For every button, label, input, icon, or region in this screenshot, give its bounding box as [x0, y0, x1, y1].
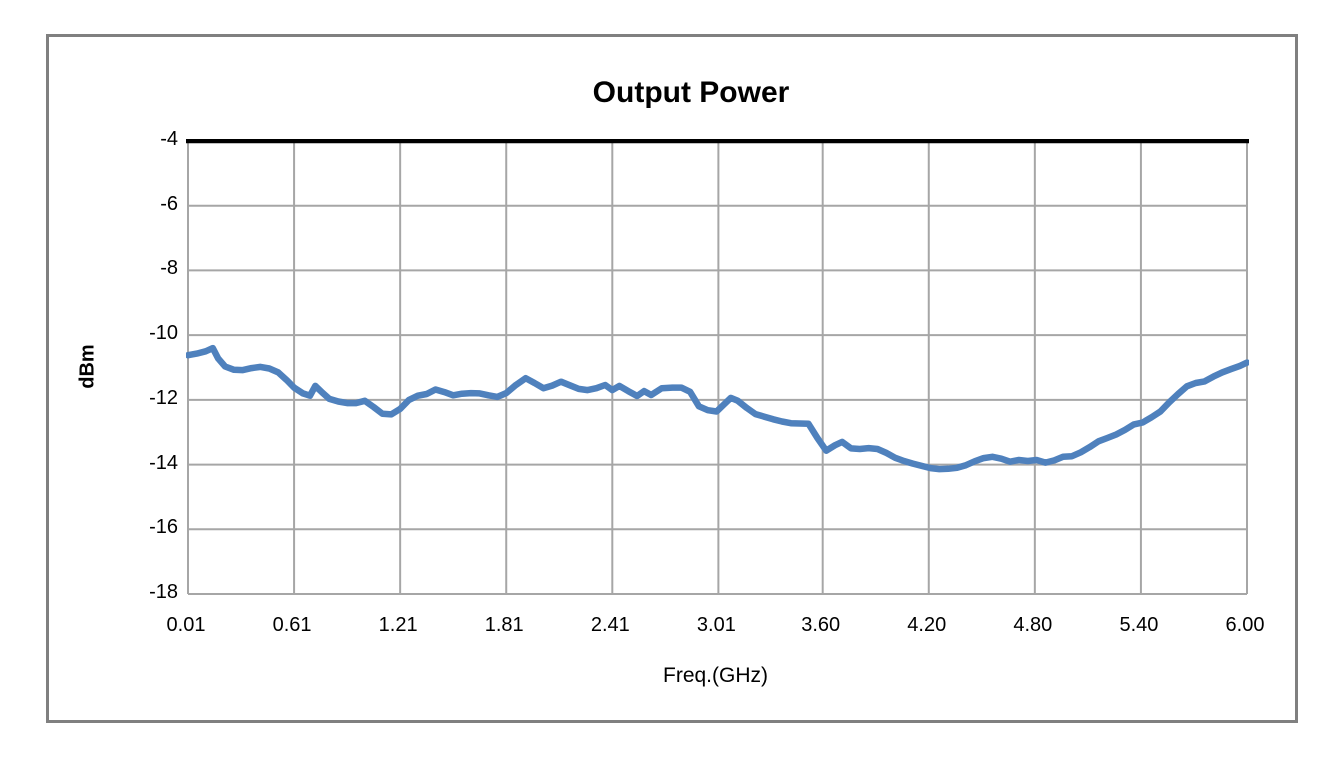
x-tick-label: 4.80 — [1013, 614, 1053, 636]
x-tick-label: 2.41 — [590, 614, 630, 636]
y-tick-label: -4 — [160, 128, 178, 150]
y-tick-label: -16 — [149, 516, 178, 539]
y-tick-label: -12 — [149, 386, 178, 409]
x-tick-label: 1.81 — [484, 614, 524, 636]
x-tick-label: 3.60 — [801, 614, 841, 636]
x-tick-label: 6.00 — [1225, 614, 1265, 636]
y-tick-label: -6 — [160, 192, 178, 215]
x-tick-label: 0.01 — [166, 614, 206, 636]
y-tick-label: -8 — [160, 257, 178, 280]
x-axis-tick-labels: 0.01 0.61 1.21 1.81 2.41 3.01 3.60 4.20 4.80 5.40… — [0, 612, 1334, 638]
y-tick-label: -14 — [149, 451, 178, 474]
x-tick-label: 3.01 — [696, 614, 736, 636]
x-tick-label: 0.61 — [272, 614, 312, 636]
y-tick-label: -10 — [149, 322, 178, 345]
x-tick-label: 4.20 — [907, 614, 947, 636]
series-line-output-power — [186, 344, 1249, 473]
plot-area — [186, 139, 1249, 595]
y-axis-tick-labels: -4 -6 -8 -10 -12 -14 -16 -18 — [96, 0, 178, 766]
chart-title: Output Power — [592, 76, 790, 109]
x-axis-title: Freq.(GHz) — [663, 664, 768, 687]
chart-outer-frame — [46, 34, 1298, 723]
x-tick-label: 1.21 — [378, 614, 418, 636]
x-tick-label: 5.40 — [1119, 614, 1159, 636]
y-tick-label: -18 — [149, 581, 178, 603]
